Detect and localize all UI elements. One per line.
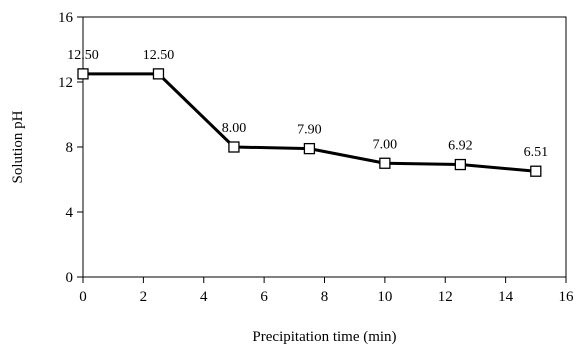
data-label: 12.50 [67, 48, 99, 63]
y-axis-title: Solution pH [10, 110, 26, 183]
y-tick-label: 8 [66, 140, 74, 156]
data-point-marker [454, 158, 466, 171]
data-label: 6.92 [448, 139, 473, 154]
data-label: 8.00 [222, 121, 247, 136]
data-point-marker [303, 142, 316, 155]
data-label: 7.00 [373, 137, 398, 152]
data-label: 12.50 [143, 48, 175, 63]
series [77, 68, 542, 177]
x-tick-label: 2 [140, 289, 148, 305]
y-axis: 0 4 8 12 16 [58, 10, 83, 286]
data-labels: 12.50 12.50 8.00 7.90 7.00 6.92 6.51 [67, 48, 548, 160]
data-label: 7.90 [297, 123, 322, 138]
y-tick-label: 12 [58, 75, 73, 91]
x-tick-label: 0 [79, 289, 87, 305]
x-tick-label: 10 [377, 289, 392, 305]
y-tick-label: 16 [58, 10, 74, 26]
data-point-marker [77, 68, 89, 80]
x-tick-label: 16 [559, 289, 575, 305]
y-tick-label: 0 [66, 270, 74, 286]
x-tick-label: 6 [260, 289, 268, 305]
data-label: 6.51 [524, 145, 549, 160]
y-tick-label: 4 [66, 205, 74, 221]
x-axis-title: Precipitation time (min) [252, 329, 396, 345]
x-axis: 0 2 4 6 8 10 12 14 16 [79, 277, 574, 305]
x-tick-label: 12 [438, 289, 453, 305]
data-point-marker [152, 68, 165, 80]
x-tick-label: 8 [321, 289, 329, 305]
x-tick-label: 4 [200, 289, 208, 305]
x-tick-label: 14 [498, 289, 514, 305]
data-point-marker [379, 157, 391, 169]
data-point-marker [228, 141, 240, 153]
data-point-marker [530, 165, 542, 177]
